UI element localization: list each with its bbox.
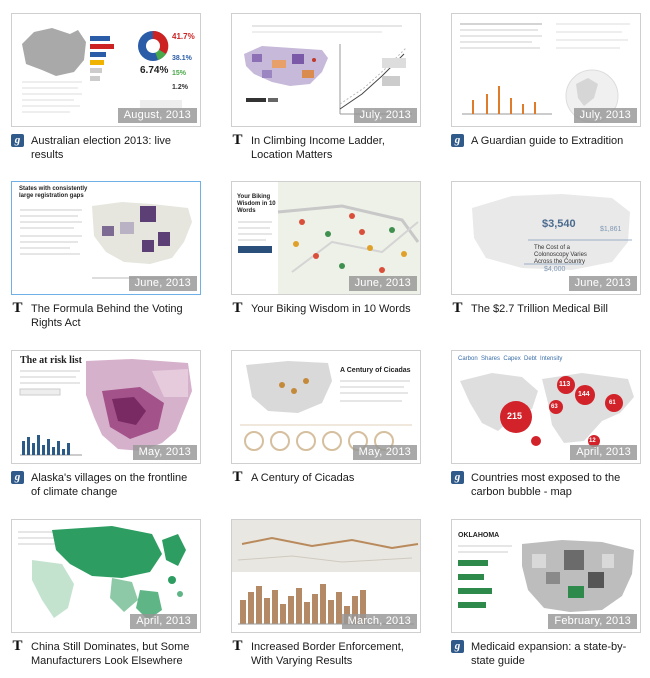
nyt-t-icon: T xyxy=(12,638,23,654)
article-title-link[interactable]: China Still Dominates, but Some Manufact… xyxy=(31,641,190,667)
medical-cost-map-graphic xyxy=(452,182,640,294)
thumbnail-text: 1.2% xyxy=(172,84,188,91)
thumbnail-text: 12 xyxy=(589,438,596,444)
article-thumbnail[interactable]: March, 2013 xyxy=(231,519,421,633)
date-badge: July, 2013 xyxy=(573,108,637,123)
date-badge: February, 2013 xyxy=(548,614,637,629)
date-badge: April, 2013 xyxy=(570,445,637,460)
article-title-link[interactable]: The Formula Behind the Voting Rights Act xyxy=(31,303,183,329)
date-badge: May, 2013 xyxy=(132,445,197,460)
article-thumbnail[interactable]: $3,540 $1,861 $4,000 The Cost of a Colon… xyxy=(451,181,641,295)
article-thumbnail[interactable]: Your Biking Wisdom in 10 Words June, 201… xyxy=(231,181,421,295)
article-title-link[interactable]: Alaska's villages on the frontline of cl… xyxy=(31,472,188,498)
thumbnail-text: 15% xyxy=(172,70,187,77)
thumbnail-heading: A Century of Cicadas xyxy=(340,367,411,374)
guardian-g-icon: g xyxy=(451,640,464,653)
article-thumbnail[interactable]: July, 2013 xyxy=(231,13,421,127)
guardian-g-icon: g xyxy=(451,134,464,147)
voting-rights-map-graphic xyxy=(12,182,200,294)
article-title-link[interactable]: The $2.7 Trillion Medical Bill xyxy=(471,303,608,315)
article-title-link[interactable]: Countries most exposed to the carbon bub… xyxy=(471,472,621,498)
article-thumbnail[interactable]: Carbon Shares Capex Debt Intensity 215 1… xyxy=(451,350,641,464)
date-badge: August, 2013 xyxy=(117,108,197,123)
thumbnail-text: 63 xyxy=(551,404,558,410)
extradition-globe-graphic xyxy=(452,14,640,126)
thumbnail-text: $4,000 xyxy=(544,266,566,273)
guardian-g-icon: g xyxy=(11,134,24,147)
thumbnail-heading: Your Biking Wisdom in 10 Words xyxy=(237,194,276,214)
article-thumbnail[interactable]: The at risk list May, 2013 xyxy=(11,350,201,464)
article-title-link[interactable]: Medicaid expansion: a state-by-state gui… xyxy=(471,641,627,667)
article-thumbnail[interactable]: 41.7% 38.1% 6.74% 15% 1.2% August, 2013 xyxy=(11,13,201,127)
date-badge: June, 2013 xyxy=(128,276,197,291)
thumbnail-heading: States with consistently large registrat… xyxy=(19,186,88,199)
article-title-link[interactable]: Increased Border Enforcement, With Varyi… xyxy=(251,641,404,667)
date-badge: July, 2013 xyxy=(353,108,417,123)
nyt-t-icon: T xyxy=(232,300,243,316)
thumbnail-caption: The Cost of a Colonoscopy Varies Across … xyxy=(534,245,587,265)
biking-map-graphic xyxy=(232,182,420,294)
nyt-t-icon: T xyxy=(232,638,243,654)
thumbnail-text: 144 xyxy=(578,391,590,398)
article-thumbnail[interactable]: A Century of Cicadas May, 2013 xyxy=(231,350,421,464)
thumbnail-text: 38.1% xyxy=(172,55,192,62)
guardian-g-icon: g xyxy=(451,471,464,484)
article-thumbnail[interactable]: OKLAHOMA February, 2013 xyxy=(451,519,641,633)
date-badge: April, 2013 xyxy=(130,614,197,629)
article-thumbnail[interactable]: States with consistently large registrat… xyxy=(11,181,201,295)
alaska-map-graphic xyxy=(12,351,200,463)
australia-election-graphic xyxy=(12,14,200,126)
date-badge: May, 2013 xyxy=(352,445,417,460)
medicaid-map-graphic xyxy=(452,520,640,632)
thumbnail-text: $1,861 xyxy=(600,226,622,233)
guardian-g-icon: g xyxy=(11,471,24,484)
article-title-link[interactable]: In Climbing Income Ladder, Location Matt… xyxy=(251,135,385,161)
date-badge: June, 2013 xyxy=(348,276,417,291)
cicada-map-graphic xyxy=(232,351,420,463)
article-title-link[interactable]: A Century of Cicadas xyxy=(251,472,355,484)
border-enforcement-chart-graphic xyxy=(232,520,420,632)
article-thumbnail[interactable]: July, 2013 xyxy=(451,13,641,127)
date-badge: June, 2013 xyxy=(568,276,637,291)
thumbnail-tabs: Carbon Shares Capex Debt Intensity xyxy=(458,356,563,362)
thumbnail-text: 6.74% xyxy=(140,65,169,76)
date-badge: March, 2013 xyxy=(341,614,417,629)
nyt-t-icon: T xyxy=(232,132,243,148)
thumbnail-text: 215 xyxy=(507,411,523,421)
nyt-t-icon: T xyxy=(452,300,463,316)
thumbnail-heading: The at risk list xyxy=(20,355,82,366)
thumbnail-text: 113 xyxy=(559,381,571,388)
nyt-t-icon: T xyxy=(232,469,243,485)
article-thumbnail[interactable]: April, 2013 xyxy=(11,519,201,633)
thumbnail-text: 61 xyxy=(609,400,616,406)
us-income-map-graphic xyxy=(232,14,420,126)
article-title-link[interactable]: Australian election 2013: live results xyxy=(31,135,172,161)
thumbnail-text: $3,540 xyxy=(542,218,576,230)
thumbnail-text: 41.7% xyxy=(172,32,195,41)
article-title-link[interactable]: A Guardian guide to Extradition xyxy=(471,135,624,147)
carbon-bubble-map-graphic xyxy=(452,351,640,463)
nyt-t-icon: T xyxy=(12,300,23,316)
article-title-link[interactable]: Your Biking Wisdom in 10 Words xyxy=(251,303,411,315)
thumbnail-heading: OKLAHOMA xyxy=(458,532,500,539)
china-manufacturing-map-graphic xyxy=(12,520,200,632)
